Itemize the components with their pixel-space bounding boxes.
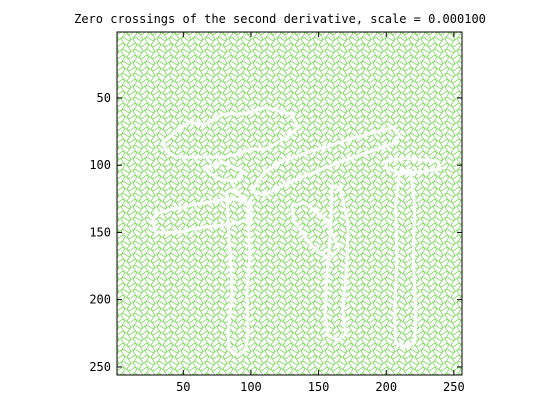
object-outlines (150, 105, 442, 357)
object-outline-8 (290, 201, 341, 261)
object-outline-6 (392, 169, 418, 349)
object-outline-5 (323, 183, 350, 342)
x-tick-label: 250 (443, 380, 465, 394)
object-outline-3 (150, 197, 253, 234)
y-tick-label: 200 (89, 293, 111, 307)
plot-frame (116, 31, 463, 376)
object-outline-4 (225, 187, 252, 357)
y-tick-label: 250 (89, 360, 111, 374)
y-tick-label: 50 (97, 91, 111, 105)
y-tick-label: 100 (89, 158, 111, 172)
x-axis: 50 100 150 200 250 (176, 32, 465, 394)
object-outline-9 (202, 160, 246, 183)
plot-area (117, 32, 462, 375)
y-axis: 50 100 150 200 250 (89, 91, 462, 374)
chart-title: Zero crossings of the second derivative,… (74, 12, 486, 26)
x-tick-label: 150 (308, 380, 330, 394)
object-outline-1 (161, 105, 300, 159)
x-tick-label: 200 (375, 380, 397, 394)
y-tick-label: 150 (89, 225, 111, 239)
object-outline-2 (249, 126, 402, 197)
x-tick-label: 100 (240, 380, 262, 394)
object-outline-7 (384, 156, 442, 175)
x-tick-label: 50 (176, 380, 190, 394)
